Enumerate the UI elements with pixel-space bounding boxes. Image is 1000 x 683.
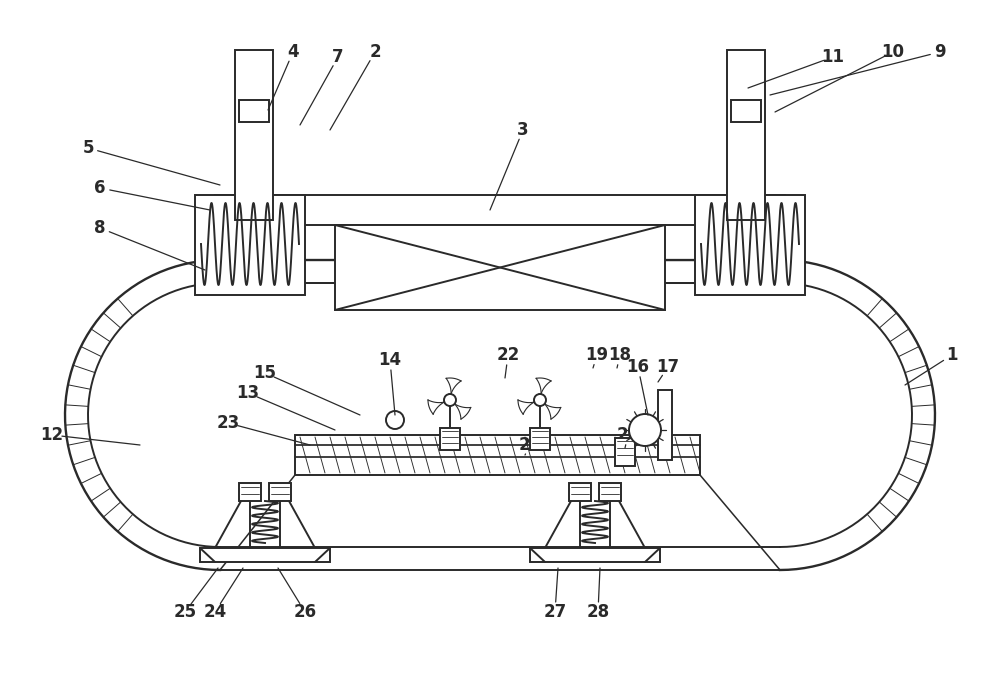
Text: 6: 6	[94, 179, 106, 197]
Bar	[215, 195, 785, 225]
Text: 2: 2	[369, 43, 381, 61]
Text: 13: 13	[236, 384, 260, 402]
Bar	[695, 195, 805, 295]
Bar	[195, 195, 305, 295]
Bar	[335, 225, 665, 310]
Text: 17: 17	[656, 358, 680, 376]
Text: 27: 27	[543, 603, 567, 621]
Bar	[295, 435, 700, 475]
Bar	[235, 50, 273, 220]
Bar	[727, 50, 765, 220]
Bar	[658, 390, 672, 460]
Text: 14: 14	[378, 351, 402, 369]
Text: 19: 19	[585, 346, 609, 364]
Circle shape	[386, 411, 404, 429]
Bar	[239, 100, 269, 122]
Circle shape	[534, 394, 546, 406]
Text: 12: 12	[40, 426, 64, 444]
Text: 21: 21	[518, 436, 542, 454]
Bar	[569, 483, 591, 501]
Text: 26: 26	[293, 603, 317, 621]
Text: 16: 16	[626, 358, 650, 376]
Text: 22: 22	[496, 346, 520, 364]
Text: 23: 23	[216, 414, 240, 432]
Text: 7: 7	[332, 48, 344, 66]
Text: 28: 28	[586, 603, 610, 621]
Bar	[269, 483, 291, 501]
Text: 10: 10	[882, 43, 904, 61]
Bar	[239, 483, 261, 501]
Text: 3: 3	[517, 121, 529, 139]
Circle shape	[629, 414, 661, 446]
Bar	[530, 428, 550, 450]
Text: 20: 20	[616, 426, 640, 444]
Text: 18: 18	[608, 346, 632, 364]
Bar	[599, 483, 621, 501]
Bar	[200, 548, 330, 562]
Bar	[731, 100, 761, 122]
Text: 4: 4	[287, 43, 299, 61]
Text: 24: 24	[203, 603, 227, 621]
Text: 11: 11	[822, 48, 844, 66]
Text: 5: 5	[82, 139, 94, 157]
Text: 1: 1	[946, 346, 958, 364]
Text: 8: 8	[94, 219, 106, 237]
Text: 25: 25	[173, 603, 197, 621]
Bar	[440, 428, 460, 450]
Text: 15: 15	[254, 364, 276, 382]
Bar	[530, 548, 660, 562]
Circle shape	[444, 394, 456, 406]
Bar	[615, 438, 635, 466]
Text: 9: 9	[934, 43, 946, 61]
